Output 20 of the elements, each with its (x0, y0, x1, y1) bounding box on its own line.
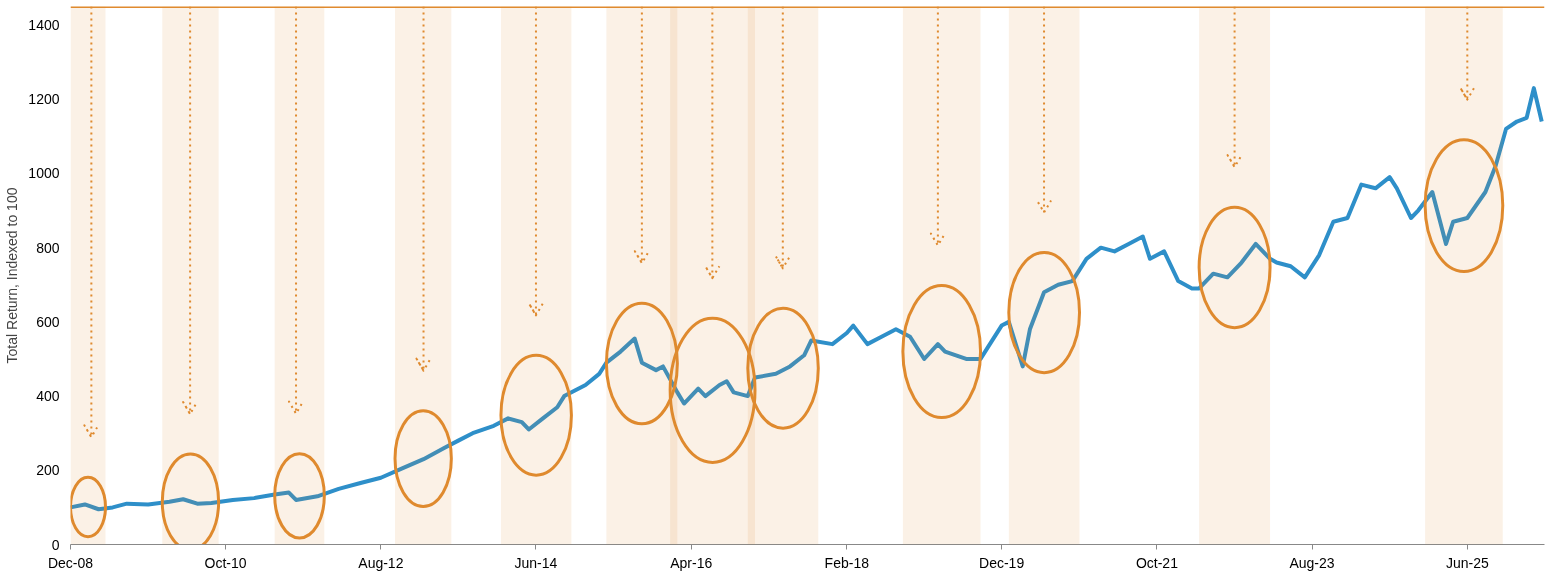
x-tick-label: Oct-10 (204, 554, 247, 571)
x-tick-label: Oct-21 (1135, 554, 1179, 571)
y-tick-label: 1200 (28, 91, 60, 108)
y-tick-label: 600 (36, 313, 60, 330)
x-tick-label: Apr-16 (670, 554, 713, 571)
x-tick-label: Dec-08 (47, 554, 94, 571)
y-tick-label: 400 (36, 388, 60, 405)
y-tick-label: 800 (36, 239, 60, 256)
y-axis-title: Total Return, Indexed to 100 (4, 187, 21, 364)
x-tick-label: Jun-25 (1445, 554, 1489, 571)
x-tick-label: Aug-12 (358, 554, 404, 571)
x-tick-label: Jun-14 (514, 554, 558, 571)
y-tick-label: 1000 (28, 165, 60, 182)
y-tick-label: 200 (36, 462, 60, 479)
y-tick-label: 0 (51, 536, 60, 553)
y-tick-label: 1400 (28, 17, 60, 34)
x-tick-label: Dec-19 (979, 554, 1025, 571)
x-tick-label: Aug-23 (1289, 554, 1335, 571)
x-tick-label: Feb-18 (824, 554, 870, 571)
line-series (70, 86, 1544, 512)
